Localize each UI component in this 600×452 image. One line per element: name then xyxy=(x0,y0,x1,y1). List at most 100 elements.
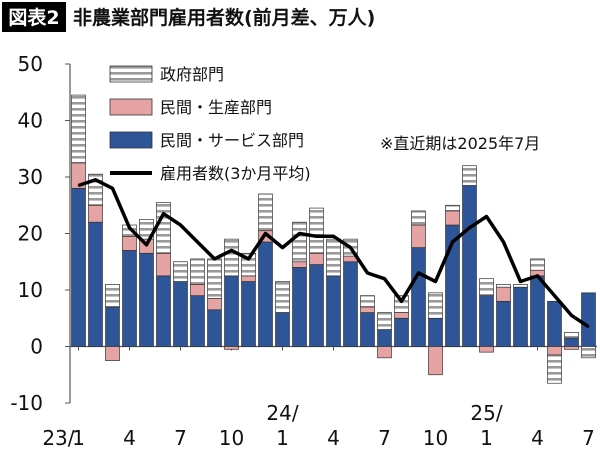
avg-point xyxy=(434,280,437,283)
avg-point xyxy=(417,272,420,274)
bar-goods xyxy=(479,346,494,353)
bar-goods xyxy=(224,346,239,350)
x-tick-label: 10 xyxy=(219,426,244,450)
bar-goods xyxy=(377,346,392,359)
bar-services xyxy=(360,312,375,347)
avg-point xyxy=(519,280,522,283)
bar-goods xyxy=(88,204,103,223)
bar-gov xyxy=(309,207,324,254)
bar-gov xyxy=(479,278,494,297)
avg-point xyxy=(349,246,352,249)
bar-services xyxy=(275,312,290,347)
bar-goods xyxy=(309,252,324,265)
y-tick-label: -10 xyxy=(10,391,43,415)
bar-gov xyxy=(292,221,307,263)
bar-goods xyxy=(445,210,460,226)
y-tick-label: 20 xyxy=(18,222,43,246)
avg-point xyxy=(587,325,590,328)
x-tick-label: 23/ xyxy=(42,426,74,450)
y-tick-label: 30 xyxy=(18,165,43,189)
bar-services xyxy=(462,185,477,347)
avg-point xyxy=(281,246,284,249)
bar-goods xyxy=(105,346,120,361)
x-tick-label: 4 xyxy=(531,426,544,450)
avg-point xyxy=(77,184,80,187)
x-tick-label: 24/ xyxy=(266,401,298,425)
bar-gov xyxy=(224,238,239,277)
legend-swatch-gov xyxy=(109,65,153,83)
legend-label-services: 民間・サービス部門 xyxy=(160,131,304,150)
avg-point xyxy=(145,244,148,246)
bar-goods xyxy=(360,306,375,313)
avg-point xyxy=(553,294,556,297)
bar-gov xyxy=(326,238,341,277)
avg-point xyxy=(332,235,335,238)
bar-gov xyxy=(190,258,205,285)
bar-services xyxy=(394,317,409,347)
avg-point xyxy=(451,241,454,243)
bar-goods xyxy=(496,286,511,302)
bar-goods xyxy=(207,298,222,311)
bar-gov xyxy=(462,165,477,186)
avg-point xyxy=(315,235,318,238)
bar-gov xyxy=(377,312,392,330)
chart-note: ※直近期は2025年7月 xyxy=(380,134,540,153)
bar-goods xyxy=(411,224,426,248)
bar-gov xyxy=(275,281,290,313)
bar-services xyxy=(547,300,562,347)
avg-point xyxy=(264,232,267,235)
x-tick-label: 7 xyxy=(174,426,187,450)
avg-point xyxy=(468,227,471,229)
bar-services xyxy=(241,281,256,347)
bar-gov xyxy=(394,295,409,313)
avg-point xyxy=(196,241,199,243)
legend-label-gov: 政府部門 xyxy=(160,65,224,84)
avg-point xyxy=(485,215,488,218)
bar-services xyxy=(496,300,511,347)
x-tick-label: 10 xyxy=(423,426,448,450)
bar-goods xyxy=(190,284,205,297)
x-tick-label: 4 xyxy=(123,426,136,450)
x-tick-label: 7 xyxy=(582,426,595,450)
bar-services xyxy=(173,281,188,347)
bar-gov xyxy=(258,193,273,232)
y-tick-label: 50 xyxy=(18,52,43,76)
x-tick-label: 1 xyxy=(72,426,85,450)
avg-point xyxy=(230,249,233,252)
bar-goods xyxy=(394,312,409,319)
bar-goods xyxy=(292,261,307,268)
x-tick-label: 4 xyxy=(327,426,340,450)
bar-gov xyxy=(564,332,579,339)
bar-gov xyxy=(581,346,596,359)
legend: 政府部門 民間・生産部門 民間・サービス部門 雇用者数(3か月平均) xyxy=(109,65,311,183)
bar-services xyxy=(190,295,205,347)
x-tick-label: 1 xyxy=(480,426,493,450)
avg-point xyxy=(502,241,505,243)
bar-services xyxy=(105,306,120,347)
avg-point xyxy=(179,224,182,226)
bar-services xyxy=(343,261,358,347)
bar-gov xyxy=(530,258,545,271)
bar-services xyxy=(258,241,273,347)
avg-point xyxy=(111,187,114,190)
bar-services xyxy=(377,329,392,347)
avg-point xyxy=(570,314,573,317)
bar-goods xyxy=(547,346,562,356)
bar-goods xyxy=(156,252,171,277)
x-tick-label: 25/ xyxy=(470,401,502,425)
axis-layer: 50 40 30 20 10 0 -10 23/1 4 7 10 24/1 4 7 10 25/1 4 7 xyxy=(10,52,597,450)
bar-services xyxy=(139,252,154,347)
bar-gov xyxy=(496,284,511,288)
avg-point xyxy=(162,212,165,215)
title-badge: 図表2 xyxy=(8,6,59,29)
avg-point xyxy=(213,258,216,260)
legend-swatch-services xyxy=(109,131,153,149)
bar-services xyxy=(564,337,579,347)
bar-goods xyxy=(564,346,579,350)
legend-swatch-goods xyxy=(109,98,153,116)
bar-services xyxy=(411,247,426,347)
avg-point xyxy=(94,179,97,181)
bar-services xyxy=(292,267,307,347)
bar-services xyxy=(207,309,222,347)
